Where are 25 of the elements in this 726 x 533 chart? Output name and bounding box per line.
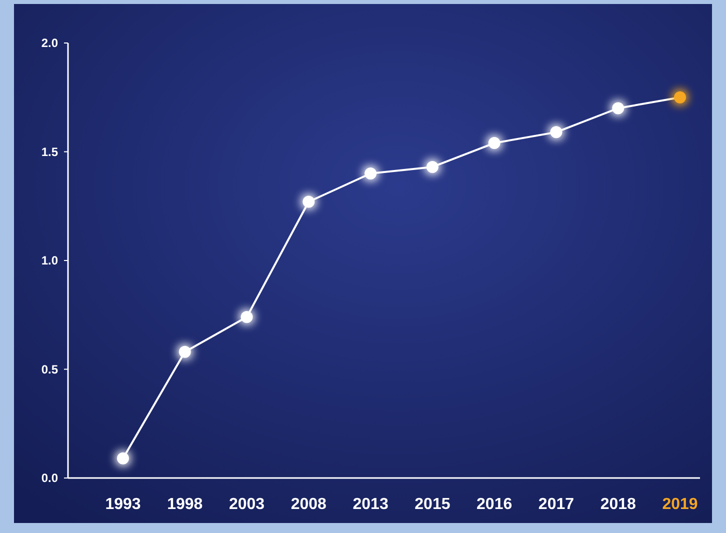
x-tick-label: 2017 — [538, 496, 574, 513]
point — [612, 102, 624, 114]
y-tick-label: 1.5 — [41, 144, 58, 159]
x-tick-label: 1993 — [105, 496, 141, 513]
point — [178, 346, 191, 358]
point — [550, 126, 562, 138]
x-tick-label: 2013 — [352, 496, 388, 513]
point — [426, 160, 438, 173]
x-tick-label: 2018 — [600, 496, 636, 513]
y-tick-label: 2.0 — [41, 36, 58, 50]
y-tick-label: 0.5 — [41, 362, 58, 376]
point — [674, 91, 686, 104]
x-tick-label: 2016 — [476, 496, 512, 513]
x-tick-label: 1998 — [167, 496, 203, 513]
x-tick-label: 2008 — [290, 496, 327, 513]
x-tick-label: 2019 — [662, 496, 698, 513]
point — [240, 311, 253, 324]
point — [302, 196, 315, 208]
point — [364, 168, 377, 180]
point — [488, 137, 500, 150]
x-tick-label: 2015 — [414, 496, 450, 513]
x-tick-label: 2003 — [228, 496, 265, 513]
y-tick-label: 1.0 — [41, 254, 58, 268]
point — [117, 452, 129, 464]
y-tick-label: 0.0 — [41, 471, 58, 486]
